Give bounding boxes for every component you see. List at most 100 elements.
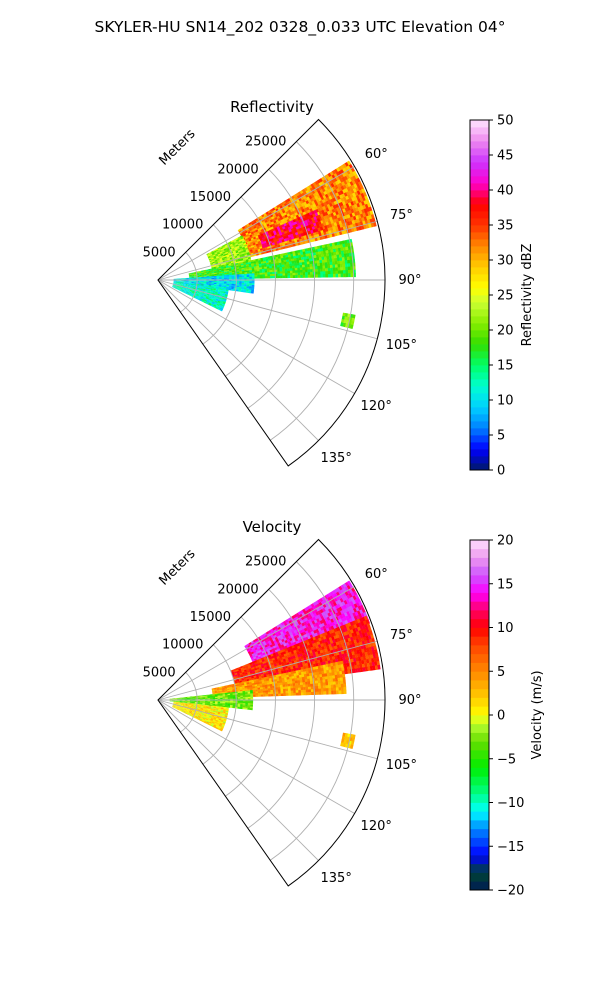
reflectivity-echo-gate (193, 277, 197, 279)
reflectivity-echo-gate (313, 254, 317, 259)
reflectivity-echo-gate (252, 219, 257, 223)
reflectivity-echo-gate (251, 276, 255, 279)
velocity-echo-gate (336, 690, 339, 695)
reflectivity-colorbar-step (470, 281, 489, 289)
velocity-echo-gate (265, 694, 269, 697)
reflectivity-echo-gate (315, 231, 319, 236)
reflectivity-echo-gate (216, 256, 220, 259)
reflectivity-echo-gate (293, 258, 297, 262)
reflectivity-colorbar-tick-label: 25 (497, 289, 514, 304)
reflectivity-echo-gate (225, 247, 230, 250)
reflectivity-colorbar-label: Reflectivity dBZ (520, 244, 535, 347)
reflectivity-echo-gate (287, 251, 291, 256)
reflectivity-colorbar-step (470, 183, 489, 191)
reflectivity-echo-gate (248, 226, 252, 230)
reflectivity-echo-gate (295, 272, 298, 276)
reflectivity-echo-gate (281, 239, 285, 243)
reflectivity-echo-gate (238, 243, 242, 246)
reflectivity-echo-gate (231, 247, 235, 251)
reflectivity-echo-gate (321, 244, 326, 249)
reflectivity-colorbar-step (470, 120, 489, 128)
reflectivity-echo-gate (226, 276, 230, 278)
reflectivity-echo-gate (284, 268, 288, 272)
reflectivity-echo-gate (216, 276, 220, 279)
reflectivity-echo-gate (261, 268, 265, 272)
reflectivity-echo-gate (224, 276, 227, 278)
reflectivity-echo-gate (219, 245, 223, 249)
velocity-echo-gate (298, 692, 302, 696)
reflectivity-echo-gate (341, 230, 345, 235)
reflectivity-echo-gate (313, 257, 317, 262)
reflectivity-echo-gate (337, 270, 341, 275)
reflectivity-echo-gate (206, 275, 210, 277)
reflectivity-echo-gate (271, 263, 275, 267)
reflectivity-echo-gate (262, 272, 266, 275)
reflectivity-echo-gate (287, 254, 291, 258)
reflectivity-echo-gate (218, 275, 222, 277)
reflectivity-echo-gate (213, 250, 217, 253)
reflectivity-echo-gate (335, 270, 339, 275)
reflectivity-echo-gate (241, 270, 245, 273)
reflectivity-echo-gate (231, 246, 235, 249)
reflectivity-echo-gate (262, 245, 266, 249)
reflectivity-echo-gate (201, 278, 205, 280)
reflectivity-echo-gate (221, 275, 225, 277)
reflectivity-echo-gate (181, 278, 184, 280)
reflectivity-panel: Reflectivity Meters 50001000015000200002… (143, 98, 535, 479)
reflectivity-echo-gate (240, 233, 244, 237)
velocity-echo-gate (260, 694, 264, 697)
reflectivity-echo-gate (253, 262, 257, 266)
reflectivity-echo-gate (308, 255, 312, 260)
reflectivity-echo-gate (246, 273, 250, 276)
reflectivity-echo-gate (329, 226, 334, 231)
reflectivity-echo-gate (283, 261, 287, 265)
reflectivity-echo-gate (322, 228, 327, 233)
reflectivity-echo-gate (290, 275, 293, 279)
reflectivity-azimuth-tick-label: 105° (386, 338, 417, 353)
reflectivity-echo-gate (211, 266, 215, 268)
reflectivity-echo-gate (372, 221, 377, 227)
reflectivity-echo-gate (311, 226, 316, 231)
reflectivity-echo-gate (312, 228, 317, 233)
reflectivity-echo-gate (244, 273, 247, 276)
reflectivity-echo-gate (222, 251, 226, 254)
reflectivity-echo-gate (231, 270, 235, 273)
reflectivity-echo-gate (219, 277, 222, 280)
reflectivity-colorbar-step (470, 323, 489, 331)
reflectivity-range-tick-label: 5000 (143, 245, 176, 260)
reflectivity-echo-gate (305, 272, 308, 276)
reflectivity-echo-gate (288, 258, 292, 262)
reflectivity-echo-gate (307, 250, 311, 254)
reflectivity-echo-gate (224, 257, 228, 260)
reflectivity-echo-gate (259, 274, 263, 277)
reflectivity-echo-gate (213, 255, 217, 258)
reflectivity-echo-gate (227, 250, 231, 254)
reflectivity-echo-gate (339, 263, 343, 268)
reflectivity-echo-gate (314, 228, 319, 233)
reflectivity-echo-gate (241, 239, 246, 243)
reflectivity-echo-gate (346, 198, 351, 204)
reflectivity-echo-gate (297, 249, 301, 254)
reflectivity-echo-gate (336, 231, 340, 236)
reflectivity-echo-gate (304, 248, 308, 252)
reflectivity-echo-gate (324, 247, 329, 251)
reflectivity-echo-gate (341, 240, 345, 245)
reflectivity-echo-gate (221, 256, 225, 259)
reflectivity-azimuth-tick-label: 75° (390, 208, 413, 223)
reflectivity-echo-gate (337, 224, 341, 229)
reflectivity-echo-gate (229, 242, 233, 246)
reflectivity-echo-gate (244, 276, 247, 279)
reflectivity-echo-gate (265, 256, 269, 260)
reflectivity-echo-gate (338, 198, 343, 204)
reflectivity-echo-gate (208, 251, 212, 255)
reflectivity-echo-gate (259, 267, 263, 270)
reflectivity-echo-gate (240, 264, 244, 268)
reflectivity-echo-gate (193, 278, 197, 280)
reflectivity-echo-gate (334, 232, 338, 237)
reflectivity-echo-gate (343, 229, 348, 234)
reflectivity-echo-gate (261, 266, 265, 270)
reflectivity-echo-gate (329, 246, 334, 251)
reflectivity-echo-gate (327, 249, 332, 254)
reflectivity-echo-gate (348, 197, 354, 203)
